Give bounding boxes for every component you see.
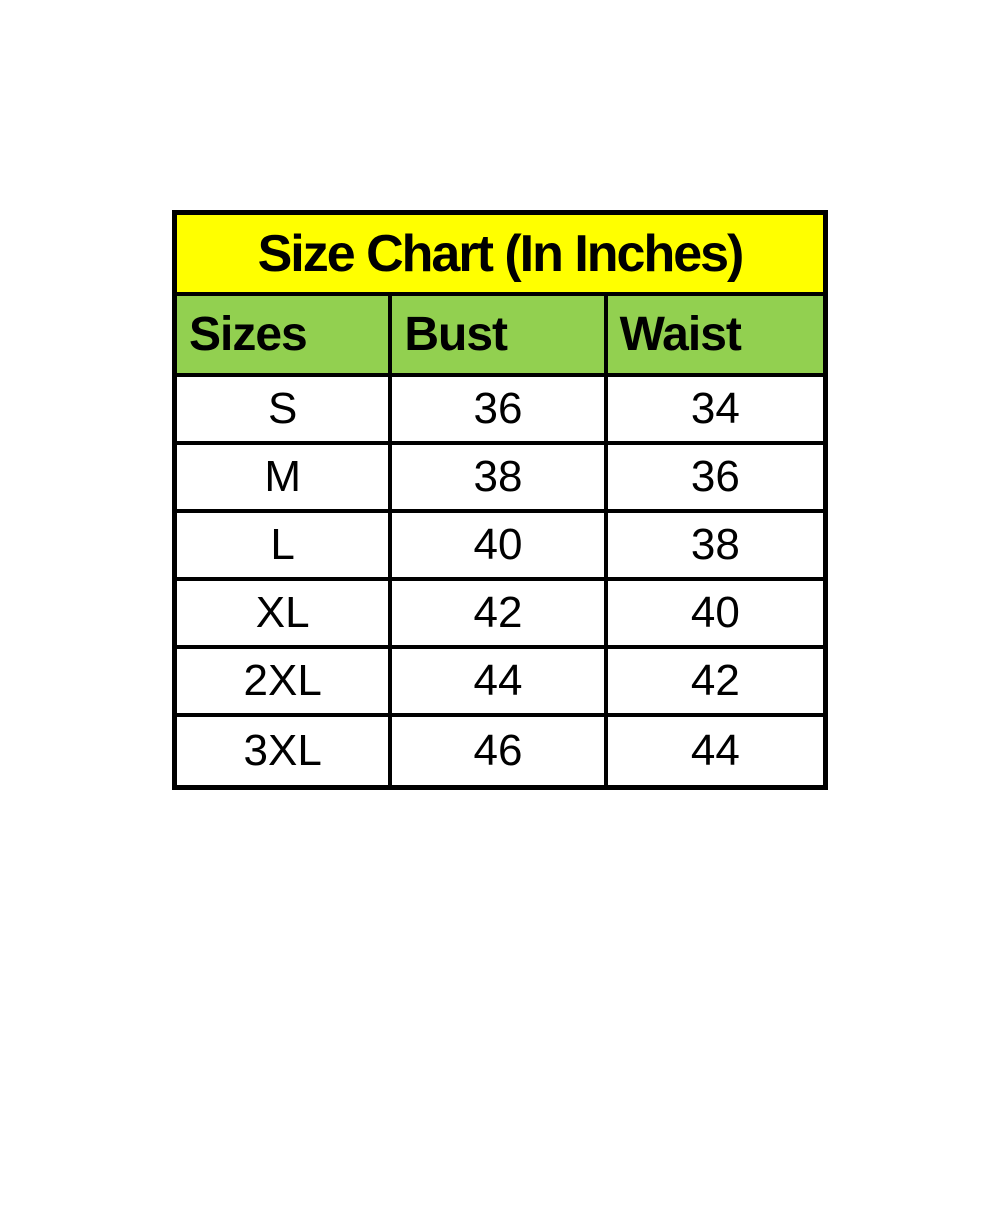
size-chart-title: Size Chart (In Inches) (177, 215, 823, 296)
waist-value: 34 (690, 384, 740, 433)
bust-value: 46 (392, 717, 608, 785)
size-value: M (177, 445, 393, 509)
bust-value: 40 (392, 513, 608, 577)
table-row-xl: XL 42 40 (177, 581, 823, 649)
size-value: 2XL (177, 649, 393, 713)
waist-value: 42 (690, 656, 740, 705)
bust-value: 42 (392, 581, 608, 645)
size-value: XL (177, 581, 393, 645)
column-header-bust: Bust (392, 296, 608, 373)
table-row-m: M 38 36 (177, 445, 823, 513)
table-row-s: S 36 34 (177, 377, 823, 445)
bust-value: 44 (392, 649, 608, 713)
size-value: L (177, 513, 393, 577)
waist-value: 44 (690, 726, 740, 775)
table-row-l: L 40 38 (177, 513, 823, 581)
header-row: Sizes Bust Waist (177, 296, 823, 377)
table-row-3xl: 3XL 46 44 (177, 717, 823, 785)
waist-value: 36 (690, 452, 740, 501)
waist-value: 38 (690, 520, 740, 569)
table-row-2xl: 2XL 44 42 (177, 649, 823, 717)
bust-value: 38 (392, 445, 608, 509)
column-header-waist: Waist (619, 308, 742, 361)
waist-value: 40 (690, 588, 740, 637)
size-chart-table: Size Chart (In Inches) Sizes Bust Waist … (172, 210, 828, 790)
bust-value: 36 (392, 377, 608, 441)
column-header-sizes: Sizes (177, 296, 393, 373)
size-value: 3XL (177, 717, 393, 785)
size-value: S (177, 377, 393, 441)
